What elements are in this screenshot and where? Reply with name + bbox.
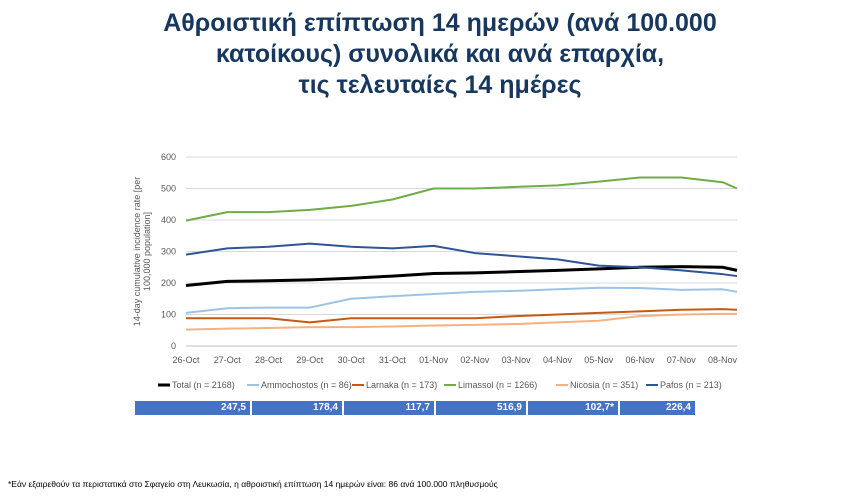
x-tick-label: 02-Nov <box>460 355 490 365</box>
incidence-line-chart: 0 100 200 300 400 500 600 26-Oct 27-Oct 28-Oct 29-… <box>132 152 738 390</box>
x-tick-label: 01-Nov <box>419 355 449 365</box>
x-tick-label: 03-Nov <box>502 355 532 365</box>
y-tick-label: 200 <box>161 278 176 288</box>
title-line-1: Αθροιστική επίπτωση 14 ημερών (ανά 100.0… <box>163 9 717 37</box>
series-line <box>185 312 737 331</box>
y-tick-label: 600 <box>161 152 176 162</box>
x-tick-label: 29-Oct <box>296 355 324 365</box>
x-tick-label: 27-Oct <box>214 355 242 365</box>
y-tick-label: 100 <box>161 310 176 320</box>
legend-label: Pafos (n = 213) <box>660 380 722 390</box>
summary-values-bar: 247,5 178,4 117,7 516,9 102,7* 226,4 <box>135 401 695 415</box>
y-axis-label: 14-day cumulative incidence rate [per <box>132 177 142 327</box>
series-line <box>185 242 738 278</box>
x-tick-label: 30-Oct <box>338 355 366 365</box>
y-tick-label: 300 <box>161 247 176 257</box>
summary-value-nicosia: 102,7* <box>528 401 618 415</box>
legend-label: Nicosia (n = 351) <box>570 380 638 390</box>
y-axis-label-line-2: 100,000 population] <box>142 212 152 291</box>
summary-value-total: 247,5 <box>135 401 250 415</box>
x-tick-label: 28-Oct <box>255 355 283 365</box>
x-tick-label: 06-Nov <box>625 355 655 365</box>
series-line <box>186 308 738 324</box>
y-tick-label: 400 <box>161 215 176 225</box>
legend-label: Limassol (n = 1266) <box>458 380 537 390</box>
x-tick-label: 05-Nov <box>584 355 614 365</box>
title-line-3: τις τελευταίες 14 ημέρες <box>298 71 582 99</box>
legend-label: Total (n = 2168) <box>172 380 235 390</box>
legend-label: Ammochostos (n = 86) <box>261 380 352 390</box>
summary-value-ammochostos: 178,4 <box>252 401 342 415</box>
footnote: *Εάν εξαιρεθούν τα περιστατικά στο Σφαγε… <box>8 479 498 489</box>
series-line <box>185 265 738 288</box>
series-line <box>185 286 738 314</box>
series-line <box>185 176 738 222</box>
title-line-2: κατοίκους) συνολικά και ανά επαρχία, <box>215 40 665 68</box>
y-tick-label: 500 <box>161 184 176 194</box>
page-title: Αθροιστική επίπτωση 14 ημερών (ανά 100.0… <box>80 8 800 101</box>
x-tick-label: 31-Oct <box>379 355 407 365</box>
x-tick-label: 07-Nov <box>667 355 697 365</box>
legend-label: Larnaka (n = 173) <box>366 380 437 390</box>
x-tick-label: 04-Nov <box>543 355 573 365</box>
summary-value-larnaka: 117,7 <box>344 401 434 415</box>
x-tick-label: 08-Nov <box>708 355 738 365</box>
x-tick-label: 26-Oct <box>172 355 200 365</box>
summary-value-pafos: 226,4 <box>620 401 695 415</box>
y-tick-label: 0 <box>171 341 176 351</box>
summary-value-limassol: 516,9 <box>436 401 526 415</box>
